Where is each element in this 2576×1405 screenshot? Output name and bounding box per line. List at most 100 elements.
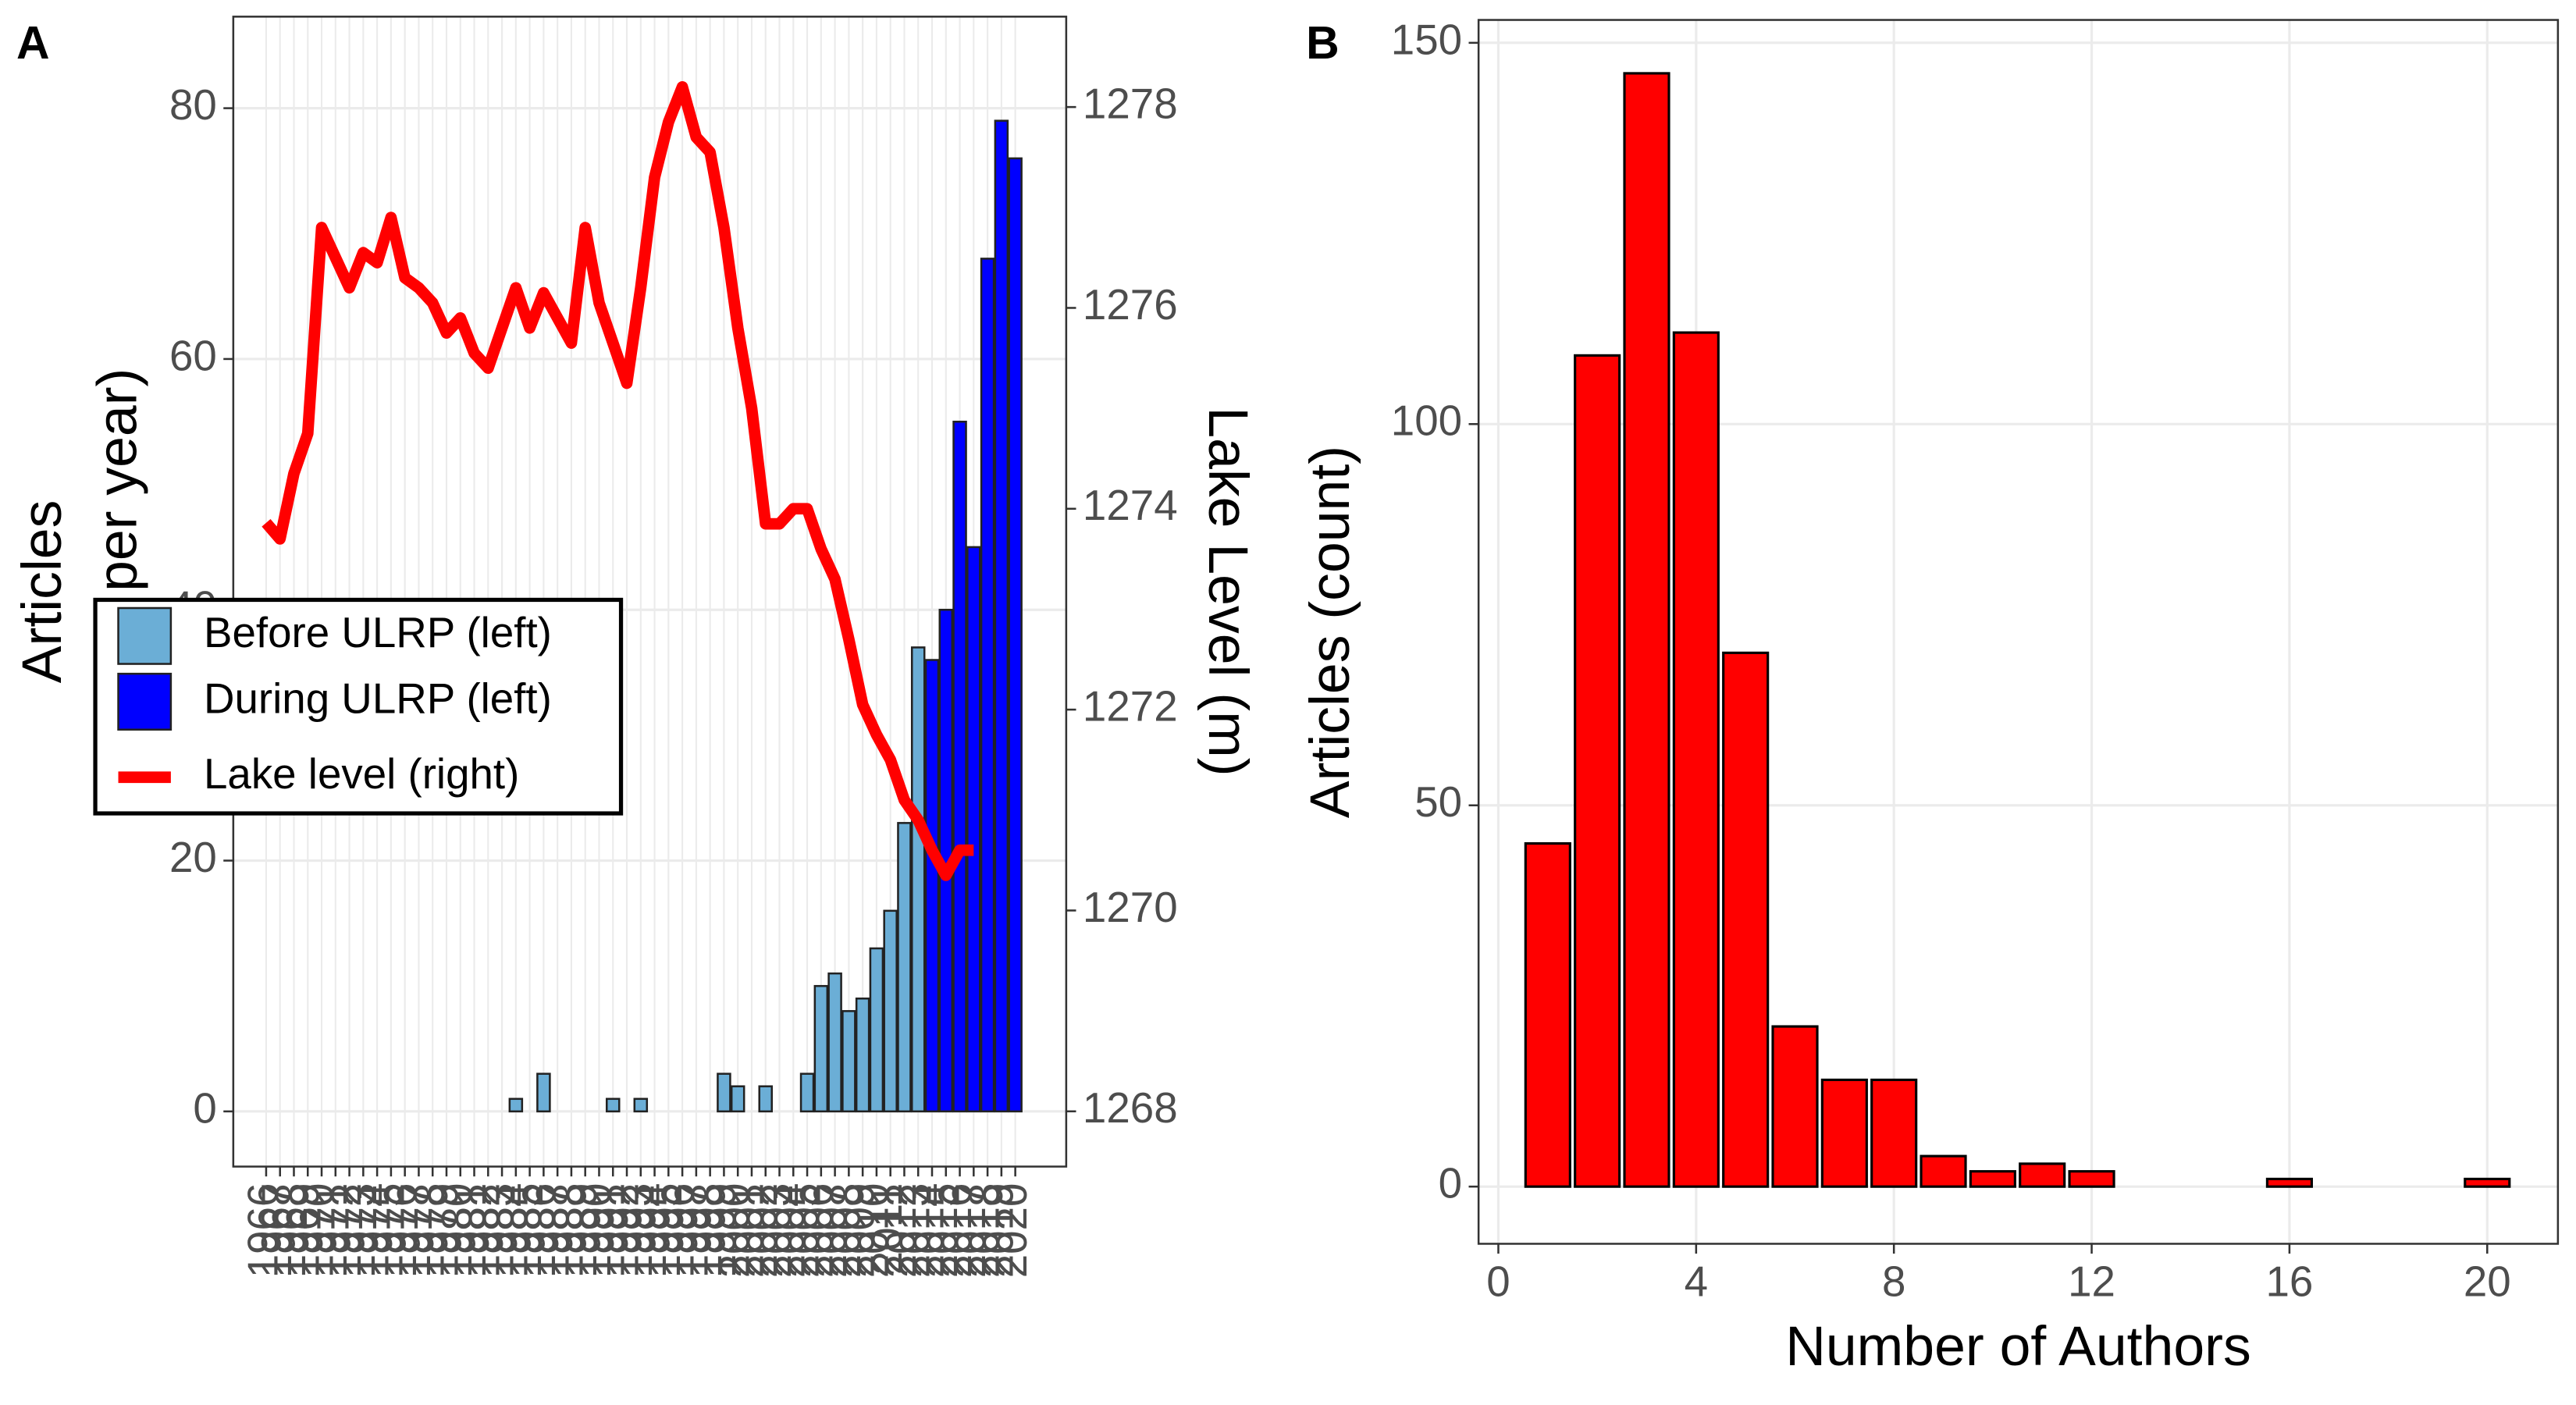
x-tick-label: 12 bbox=[2068, 1257, 2115, 1306]
legend-key bbox=[117, 672, 173, 731]
x-tick-label: 1996 bbox=[655, 1183, 703, 1279]
bar bbox=[2068, 1170, 2115, 1188]
y2-tick-label: 1272 bbox=[1083, 682, 1178, 731]
x-tick-label: 2009 bbox=[835, 1183, 884, 1279]
x-tick-label: 2010 bbox=[849, 1183, 897, 1279]
y-tick-label: 100 bbox=[1391, 397, 1462, 445]
x-tick-label: 1975 bbox=[363, 1183, 411, 1279]
bar bbox=[717, 1072, 731, 1113]
y2-tick-label: 1276 bbox=[1083, 280, 1178, 329]
x-tick-label: 2014 bbox=[904, 1183, 952, 1279]
legend-label: Lake level (right) bbox=[204, 749, 519, 798]
x-tick-label: 8 bbox=[1882, 1257, 1905, 1306]
x-tick-label: 1987 bbox=[530, 1183, 578, 1279]
y2-axis-title: Lake Level (m) bbox=[1197, 407, 1259, 776]
x-tick-label: 1986 bbox=[516, 1183, 564, 1279]
x-tick-label: 1969 bbox=[280, 1183, 329, 1279]
legend-key bbox=[117, 606, 173, 665]
bar bbox=[910, 646, 926, 1113]
y2-tick-label: 1278 bbox=[1083, 80, 1178, 128]
y-tick-label: 0 bbox=[1439, 1159, 1462, 1208]
bar bbox=[1623, 72, 1670, 1188]
panel-label: B bbox=[1306, 18, 1340, 69]
x-tick-label: 16 bbox=[2265, 1257, 2313, 1306]
bar bbox=[966, 546, 981, 1113]
bar bbox=[813, 984, 829, 1113]
x-tick-label: 1994 bbox=[627, 1183, 675, 1279]
bar bbox=[536, 1072, 551, 1113]
x-tick-label: 2008 bbox=[821, 1183, 870, 1279]
x-tick-label: 1972 bbox=[322, 1183, 370, 1279]
bar bbox=[1820, 1078, 1868, 1188]
bar bbox=[855, 998, 870, 1113]
legend: Before ULRP (left) During ULRP (left) Lake… bbox=[93, 597, 624, 816]
x-tick-label: 2003 bbox=[752, 1183, 800, 1279]
x-tick-label: 2012 bbox=[877, 1183, 925, 1279]
bar bbox=[994, 119, 1009, 1113]
x-tick-label: 1985 bbox=[502, 1183, 550, 1279]
x-tick-label: 1967 bbox=[252, 1183, 301, 1279]
legend-label: During ULRP (left) bbox=[204, 674, 552, 722]
bar bbox=[869, 947, 884, 1113]
bar bbox=[1870, 1078, 1918, 1188]
x-tick-label: 1979 bbox=[418, 1183, 467, 1279]
x-tick-label: 1978 bbox=[405, 1183, 454, 1279]
x-tick-label: 2019 bbox=[973, 1183, 1022, 1279]
x-tick-label: 1999 bbox=[696, 1183, 745, 1279]
x-tick-label: 1989 bbox=[557, 1183, 606, 1279]
bar bbox=[1920, 1154, 1967, 1188]
bar bbox=[1574, 354, 1621, 1188]
x-tick-label: 1990 bbox=[571, 1183, 620, 1279]
y-tick-label: 60 bbox=[169, 331, 217, 379]
y-tick-label: 150 bbox=[1391, 15, 1462, 63]
x-tick-label: 0 bbox=[1486, 1257, 1510, 1306]
y-tick-label: 20 bbox=[169, 833, 217, 881]
y2-tick-label: 1274 bbox=[1083, 481, 1178, 529]
bar bbox=[980, 258, 995, 1113]
x-tick-label: 1998 bbox=[682, 1183, 731, 1279]
x-tick-label: 1991 bbox=[585, 1183, 634, 1279]
x-tick-label: 1973 bbox=[336, 1183, 384, 1279]
x-tick-label: 1974 bbox=[350, 1183, 398, 1279]
x-tick-label: 2005 bbox=[780, 1183, 828, 1279]
x-tick-label: 1983 bbox=[475, 1183, 523, 1279]
legend-label: Before ULRP (left) bbox=[204, 608, 552, 656]
legend-box bbox=[93, 597, 624, 816]
bar bbox=[1722, 651, 1770, 1188]
x-tick-label: 2007 bbox=[807, 1183, 856, 1279]
x-tick-label: 1984 bbox=[488, 1183, 536, 1279]
x-tick-label: 1997 bbox=[668, 1183, 717, 1279]
x-tick-label: 4 bbox=[1685, 1257, 1708, 1306]
bar bbox=[730, 1085, 745, 1113]
x-tick-label: 1971 bbox=[308, 1183, 356, 1279]
x-tick-label: 2000 bbox=[710, 1183, 759, 1279]
bar bbox=[758, 1085, 774, 1113]
x-tick-label: 1988 bbox=[543, 1183, 592, 1279]
x-tick-label: 1977 bbox=[391, 1183, 439, 1279]
y-tick-label: 0 bbox=[193, 1083, 216, 1132]
x-tick-label: 1980 bbox=[432, 1183, 481, 1279]
bar bbox=[1771, 1025, 1819, 1188]
x-tick-label: 2006 bbox=[793, 1183, 841, 1279]
bar bbox=[1008, 157, 1023, 1113]
bar bbox=[827, 972, 842, 1113]
y-tick-label: 80 bbox=[169, 80, 217, 129]
x-tick-label: 2011 bbox=[863, 1183, 911, 1275]
bar bbox=[924, 659, 940, 1113]
x-tick-label: 2018 bbox=[960, 1183, 1009, 1279]
x-tick-label: 1993 bbox=[613, 1183, 661, 1279]
x-tick-label: 1981 bbox=[447, 1183, 495, 1279]
x-tick-label: 2016 bbox=[932, 1183, 980, 1279]
bar bbox=[897, 822, 912, 1113]
bar bbox=[1524, 842, 1571, 1188]
x-tick-label: 1992 bbox=[599, 1183, 647, 1279]
bar bbox=[2265, 1177, 2313, 1188]
bar bbox=[605, 1097, 621, 1113]
y2-tick-label: 1270 bbox=[1083, 883, 1178, 931]
panel-border bbox=[1477, 19, 2560, 1245]
bar bbox=[1672, 331, 1720, 1188]
bar bbox=[508, 1097, 524, 1113]
bar bbox=[2019, 1162, 2066, 1188]
x-tick-label: 2015 bbox=[918, 1183, 966, 1279]
